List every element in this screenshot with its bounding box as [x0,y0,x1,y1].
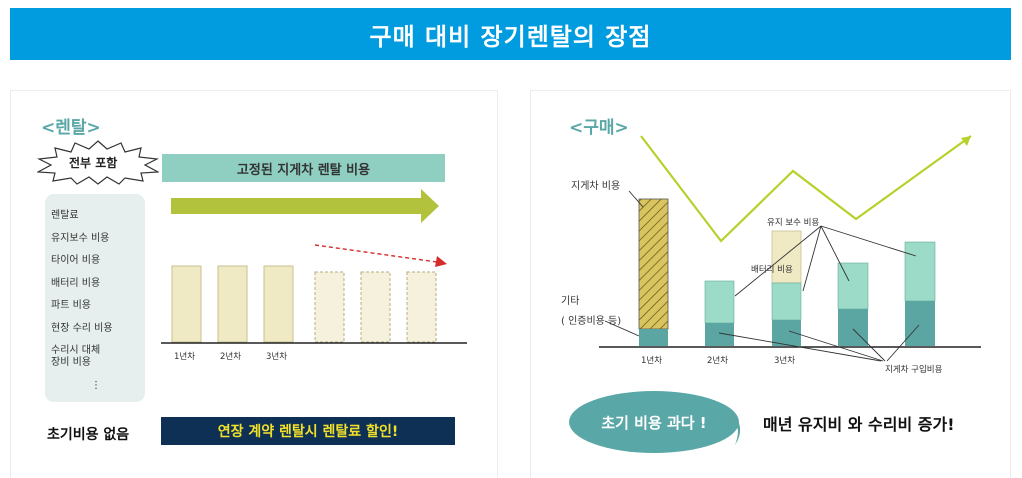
rental-bar [171,265,202,343]
trend-line [640,135,972,243]
maintenance-bar [837,262,869,310]
purchase-title: <구매> [569,118,629,138]
leader-line [734,225,822,297]
callout-tail-icon [729,411,741,445]
forklift-cost-label: 지게차 비용 [571,181,621,192]
no-initial-cost-text: 초기비용 없음 [47,427,130,443]
initial-cost-callout: 초기 비용 과다 ! [569,391,739,453]
item-field-repair: 현장 수리 비용 [51,322,113,334]
fixed-cost-bar: 고정된 지게차 렌탈 비용 [162,154,445,182]
leader-line [820,225,850,282]
rental-title: <렌탈> [41,118,101,138]
rental-bar [360,271,391,343]
badge-text: 전부 포함 [69,156,118,170]
decrease-arrow-line [314,244,438,263]
rental-bar [314,271,345,343]
leader-line [788,330,884,362]
promo-text: 연장 계약 렌탈시 렌탈료 할인! [217,424,399,440]
callout-text: 초기 비용 과다 ! [601,413,707,432]
battery-bar [771,230,802,284]
burst-badge-icon [37,140,159,185]
purchase-cost-label: 지게차 구입비용 [885,365,943,375]
forklift-cost-bar [638,198,669,330]
included-items-list: 렌탈료 유지보수 비용 타이어 비용 배터리 비용 파트 비용 현장 수리 비용… [51,210,113,402]
item-rental-fee: 렌탈료 [51,210,79,221]
x-label: 2년차 [707,356,729,366]
maintenance-cost-label: 유지 보수 비용 [767,218,820,228]
purchase-chart [599,135,981,362]
banner-title: 구매 대비 장기렌탈의 장점 [369,22,652,51]
other-sublabel: ( 인증비용 등) [561,316,622,327]
purchase-cost-bar [838,309,868,346]
maintenance-bar [771,282,802,321]
x-label: 1년차 [641,356,663,366]
promo-banner: 연장 계약 렌탈시 렌탈료 할인! [161,417,455,445]
item-parts: 파트 비용 [51,300,91,311]
rental-bar-chart [161,244,467,344]
cost-increase-text: 매년 유지비 와 수리비 증가! [763,415,955,434]
right-arrow-icon [171,189,439,223]
x-label: 3년차 [266,352,288,362]
battery-cost-label: 배터리 비용 [751,265,793,275]
leader-line [628,190,644,208]
leader-line [820,225,917,257]
maintenance-bar [704,280,735,324]
leader-line [886,324,920,362]
item-battery: 배터리 비용 [51,277,101,289]
trend-arrow-head [961,136,971,146]
item-maintenance: 유지보수 비용 [51,232,110,244]
purchase-cost-bar [905,301,935,346]
item-tire: 타이어 비용 [51,255,101,266]
maintenance-bar [904,241,936,302]
x-label: 3년차 [774,356,796,366]
rental-bar [406,271,437,343]
rental-bar [217,265,248,343]
purchase-cost-bar [705,323,734,346]
x-label: 2년차 [220,352,242,362]
purchase-cost-bar [639,329,668,346]
leader-line [604,320,640,337]
rental-panel: <렌탈> 전부 포함 고정된 지게차 렌탈 비용 렌탈료 유지보수 비용 타이어… [10,90,498,478]
other-label: 기타 [561,296,580,307]
decrease-arrow-head [435,256,447,267]
item-replacement: 수리시 대체 장비 비용 [51,345,101,368]
leader-line [718,332,882,362]
purchase-panel: <구매> [530,90,1011,478]
rental-bar [263,265,294,343]
fixed-cost-label: 고정된 지게차 렌탈 비용 [236,162,371,178]
x-label: 1년차 [174,352,196,362]
title-banner: 구매 대비 장기렌탈의 장점 [10,8,1011,60]
included-items-box: 렌탈료 유지보수 비용 타이어 비용 배터리 비용 파트 비용 현장 수리 비용… [45,194,145,402]
item-more: ⋮ [91,379,101,391]
leader-line [852,328,886,362]
leader-line [802,225,822,292]
